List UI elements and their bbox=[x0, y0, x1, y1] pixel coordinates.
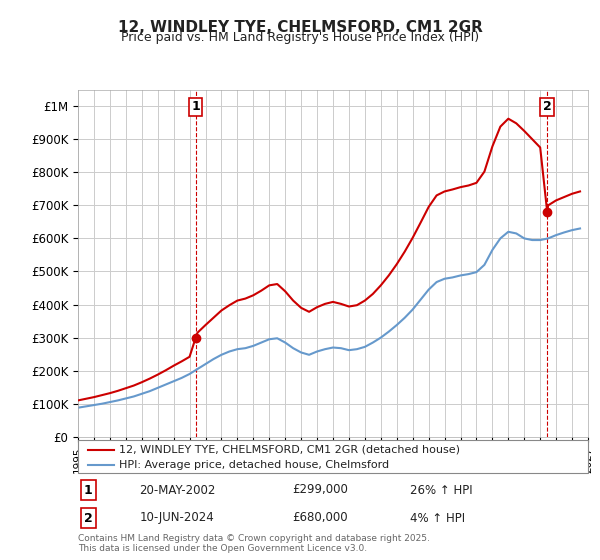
Text: 1: 1 bbox=[191, 100, 200, 113]
Text: Price paid vs. HM Land Registry's House Price Index (HPI): Price paid vs. HM Land Registry's House … bbox=[121, 31, 479, 44]
Text: Contains HM Land Registry data © Crown copyright and database right 2025.
This d: Contains HM Land Registry data © Crown c… bbox=[78, 534, 430, 553]
Text: 26% ↑ HPI: 26% ↑ HPI bbox=[409, 483, 472, 497]
Text: 12, WINDLEY TYE, CHELMSFORD, CM1 2GR (detached house): 12, WINDLEY TYE, CHELMSFORD, CM1 2GR (de… bbox=[119, 445, 460, 455]
Text: 12, WINDLEY TYE, CHELMSFORD, CM1 2GR: 12, WINDLEY TYE, CHELMSFORD, CM1 2GR bbox=[118, 20, 482, 35]
Text: 4% ↑ HPI: 4% ↑ HPI bbox=[409, 511, 464, 525]
Text: HPI: Average price, detached house, Chelmsford: HPI: Average price, detached house, Chel… bbox=[119, 460, 389, 470]
Text: £299,000: £299,000 bbox=[292, 483, 348, 497]
FancyBboxPatch shape bbox=[78, 440, 588, 473]
Text: 1: 1 bbox=[84, 483, 92, 497]
Text: 2: 2 bbox=[543, 100, 551, 113]
Text: 20-MAY-2002: 20-MAY-2002 bbox=[139, 483, 215, 497]
Text: 2: 2 bbox=[84, 511, 92, 525]
Text: £680,000: £680,000 bbox=[292, 511, 348, 525]
Text: 10-JUN-2024: 10-JUN-2024 bbox=[139, 511, 214, 525]
